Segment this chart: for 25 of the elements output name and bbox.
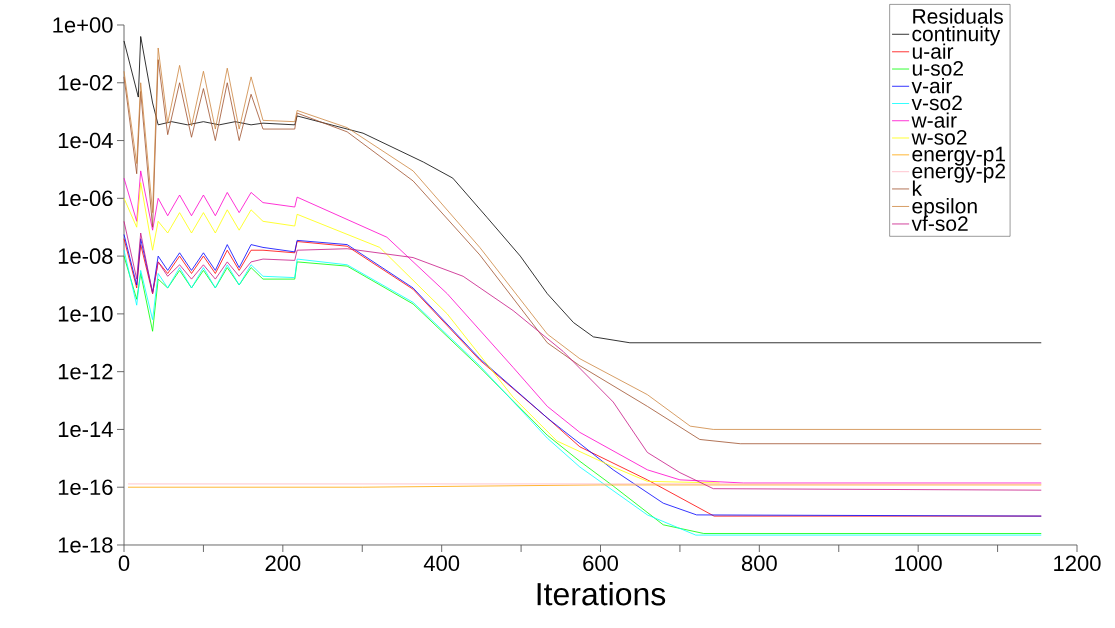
y-tick-label: 1e-08: [58, 248, 113, 264]
legend-label: w-air: [911, 112, 957, 128]
x-tick-label: 200: [265, 555, 301, 572]
line-series: [123, 182, 721, 484]
x-tick-label: 800: [741, 555, 777, 572]
y-tick-label: 1e-16: [58, 479, 113, 496]
y-tick-label: 1e-18: [58, 537, 113, 553]
x-tick-label: 400: [423, 555, 460, 572]
legend-label: v-air: [911, 77, 953, 94]
x-tick-label: 600: [583, 555, 618, 572]
x-axis-title: Iterations: [537, 581, 666, 606]
y-tick-label: 1e-12: [58, 363, 113, 380]
legend-label: v-so2: [911, 95, 962, 111]
x-tick-label: 1200: [1054, 555, 1101, 572]
x-tick-label: 1000: [895, 555, 942, 572]
legend-label: w-so2: [911, 129, 967, 145]
legend-label: u-so2: [912, 60, 963, 76]
legend-title: Residuals: [913, 8, 1003, 24]
y-tick-label: 1e-02: [58, 74, 113, 91]
y-tick-label: 1e-10: [58, 306, 113, 322]
y-tick-label: 1e-04: [58, 132, 113, 149]
y-tick-label: 1e-06: [58, 190, 113, 207]
y-tick-label: 1e+00: [53, 17, 113, 33]
x-tick-label: 0: [118, 555, 130, 572]
y-tick-label: 1e-14: [58, 421, 113, 438]
